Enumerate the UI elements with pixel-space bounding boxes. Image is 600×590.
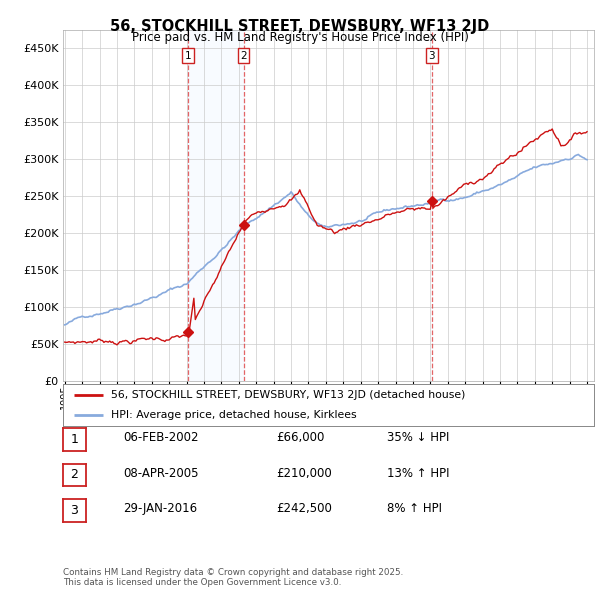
Text: 3: 3: [70, 504, 79, 517]
Text: 06-FEB-2002: 06-FEB-2002: [123, 431, 199, 444]
Text: 2: 2: [70, 468, 79, 481]
Text: 08-APR-2005: 08-APR-2005: [123, 467, 199, 480]
Text: 35% ↓ HPI: 35% ↓ HPI: [387, 431, 449, 444]
Text: 1: 1: [70, 433, 79, 446]
Text: £242,500: £242,500: [276, 502, 332, 515]
Text: 13% ↑ HPI: 13% ↑ HPI: [387, 467, 449, 480]
Text: 29-JAN-2016: 29-JAN-2016: [123, 502, 197, 515]
Text: Contains HM Land Registry data © Crown copyright and database right 2025.
This d: Contains HM Land Registry data © Crown c…: [63, 568, 403, 587]
Text: 56, STOCKHILL STREET, DEWSBURY, WF13 2JD: 56, STOCKHILL STREET, DEWSBURY, WF13 2JD: [110, 19, 490, 34]
Text: 8% ↑ HPI: 8% ↑ HPI: [387, 502, 442, 515]
Text: 1: 1: [185, 51, 191, 61]
Bar: [188, 30, 244, 381]
Text: 3: 3: [428, 51, 435, 61]
Text: Price paid vs. HM Land Registry's House Price Index (HPI): Price paid vs. HM Land Registry's House …: [131, 31, 469, 44]
Text: HPI: Average price, detached house, Kirklees: HPI: Average price, detached house, Kirk…: [111, 409, 356, 419]
Text: 2: 2: [240, 51, 247, 61]
Text: £66,000: £66,000: [276, 431, 325, 444]
Text: 56, STOCKHILL STREET, DEWSBURY, WF13 2JD (detached house): 56, STOCKHILL STREET, DEWSBURY, WF13 2JD…: [111, 390, 465, 400]
Text: £210,000: £210,000: [276, 467, 332, 480]
